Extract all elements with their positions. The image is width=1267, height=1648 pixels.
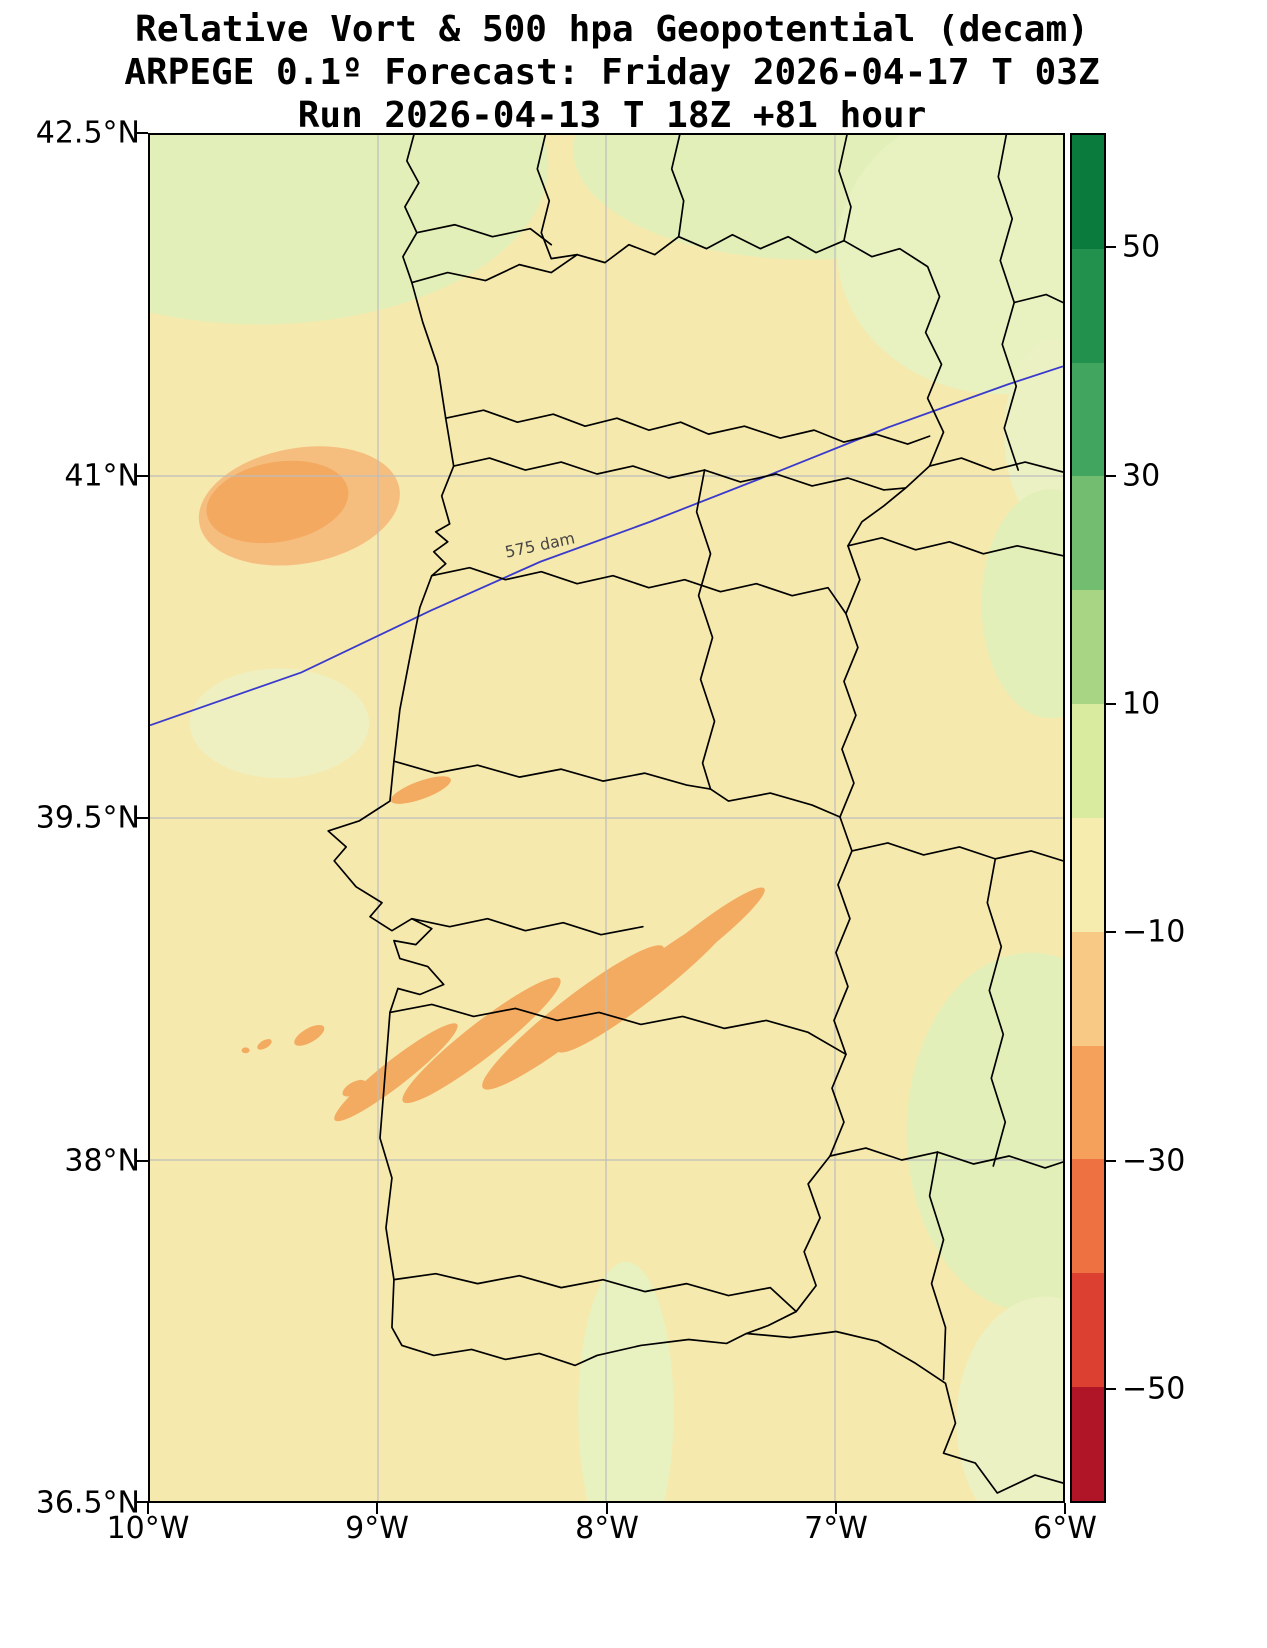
title-line-3: Run 2026-04-13 T 18Z +81 hour: [297, 95, 927, 136]
title-line-1: Relative Vort & 500 hpa Geopotential (de…: [135, 9, 1089, 50]
x-axis-tick-mark: [1064, 1503, 1066, 1514]
y-axis-tick-mark: [137, 1501, 148, 1503]
colorbar-tick-mark: [1106, 703, 1116, 705]
map-plot-area: 575 dam: [148, 133, 1065, 1503]
colorbar-tick-mark: [1106, 1160, 1116, 1162]
y-axis-tick-label: 36.5°N: [35, 1485, 140, 1521]
colorbar-segment: [1072, 476, 1104, 591]
positive-vorticity-patches: [150, 135, 1063, 1501]
colorbar-segment: [1072, 590, 1104, 705]
y-axis-tick-mark: [137, 1160, 148, 1162]
colorbar-tick-mark: [1106, 1388, 1116, 1390]
x-axis-tick-label: 7°W: [804, 1511, 868, 1546]
colorbar-segment: [1072, 704, 1104, 818]
y-axis-tick-label: 42.5°N: [35, 115, 140, 151]
colorbar-segment: [1072, 362, 1104, 477]
colorbar-gradient: [1070, 133, 1106, 1503]
colorbar-segment: [1072, 1273, 1104, 1388]
y-axis-tick-label: 41°N: [64, 458, 140, 494]
y-axis-tick-mark: [137, 475, 148, 477]
graticule-gridlines: [150, 135, 1063, 1501]
y-axis-tick-mark: [137, 817, 148, 819]
y-axis-tick-mark: [137, 132, 148, 134]
x-axis-tick-mark: [606, 1503, 608, 1514]
colorbar-segment: [1072, 817, 1104, 932]
x-axis-tick-label: 10°W: [106, 1511, 190, 1546]
coastline-path: [327, 135, 1063, 1494]
x-axis-tick-mark: [147, 1503, 149, 1514]
geopotential-contour-line: [150, 365, 1063, 727]
figure-title: Relative Vort & 500 hpa Geopotential (de…: [2, 8, 1222, 137]
colorbar-segment: [1072, 248, 1104, 363]
x-axis-tick-label: 6°W: [1033, 1511, 1097, 1546]
colorbar-segment: [1072, 931, 1104, 1046]
colorbar-tick-label: −30: [1122, 1143, 1186, 1179]
colorbar-tick-label: 50: [1122, 229, 1161, 265]
colorbar-tick-mark: [1106, 475, 1116, 477]
country-border-path: [411, 233, 945, 1335]
colorbar-segment: [1072, 1387, 1104, 1501]
colorbar-segment: [1072, 1159, 1104, 1274]
colorbar-tick-mark: [1106, 246, 1116, 248]
colorbar-segment: [1072, 135, 1104, 249]
colorbar-tick-label: −10: [1122, 914, 1186, 950]
colorbar-tick-mark: [1106, 931, 1116, 933]
x-axis-tick-label: 8°W: [575, 1511, 639, 1546]
x-axis-tick-mark: [835, 1503, 837, 1514]
title-line-2: ARPEGE 0.1º Forecast: Friday 2026-04-17 …: [124, 52, 1100, 93]
colorbar-segment: [1072, 1045, 1104, 1160]
colorbar-tick-label: 10: [1122, 686, 1161, 722]
y-axis-tick-label: 39.5°N: [35, 800, 140, 836]
x-axis-tick-label: 9°W: [345, 1511, 409, 1546]
colorbar-tick-label: 30: [1122, 458, 1161, 494]
x-axis-tick-mark: [376, 1503, 378, 1514]
weather-map-svg: 575 dam: [150, 135, 1063, 1501]
coastlines-and-boundaries: [327, 135, 1063, 1494]
y-axis-tick-label: 38°N: [64, 1143, 140, 1179]
colorbar-tick-label: −50: [1122, 1371, 1186, 1407]
